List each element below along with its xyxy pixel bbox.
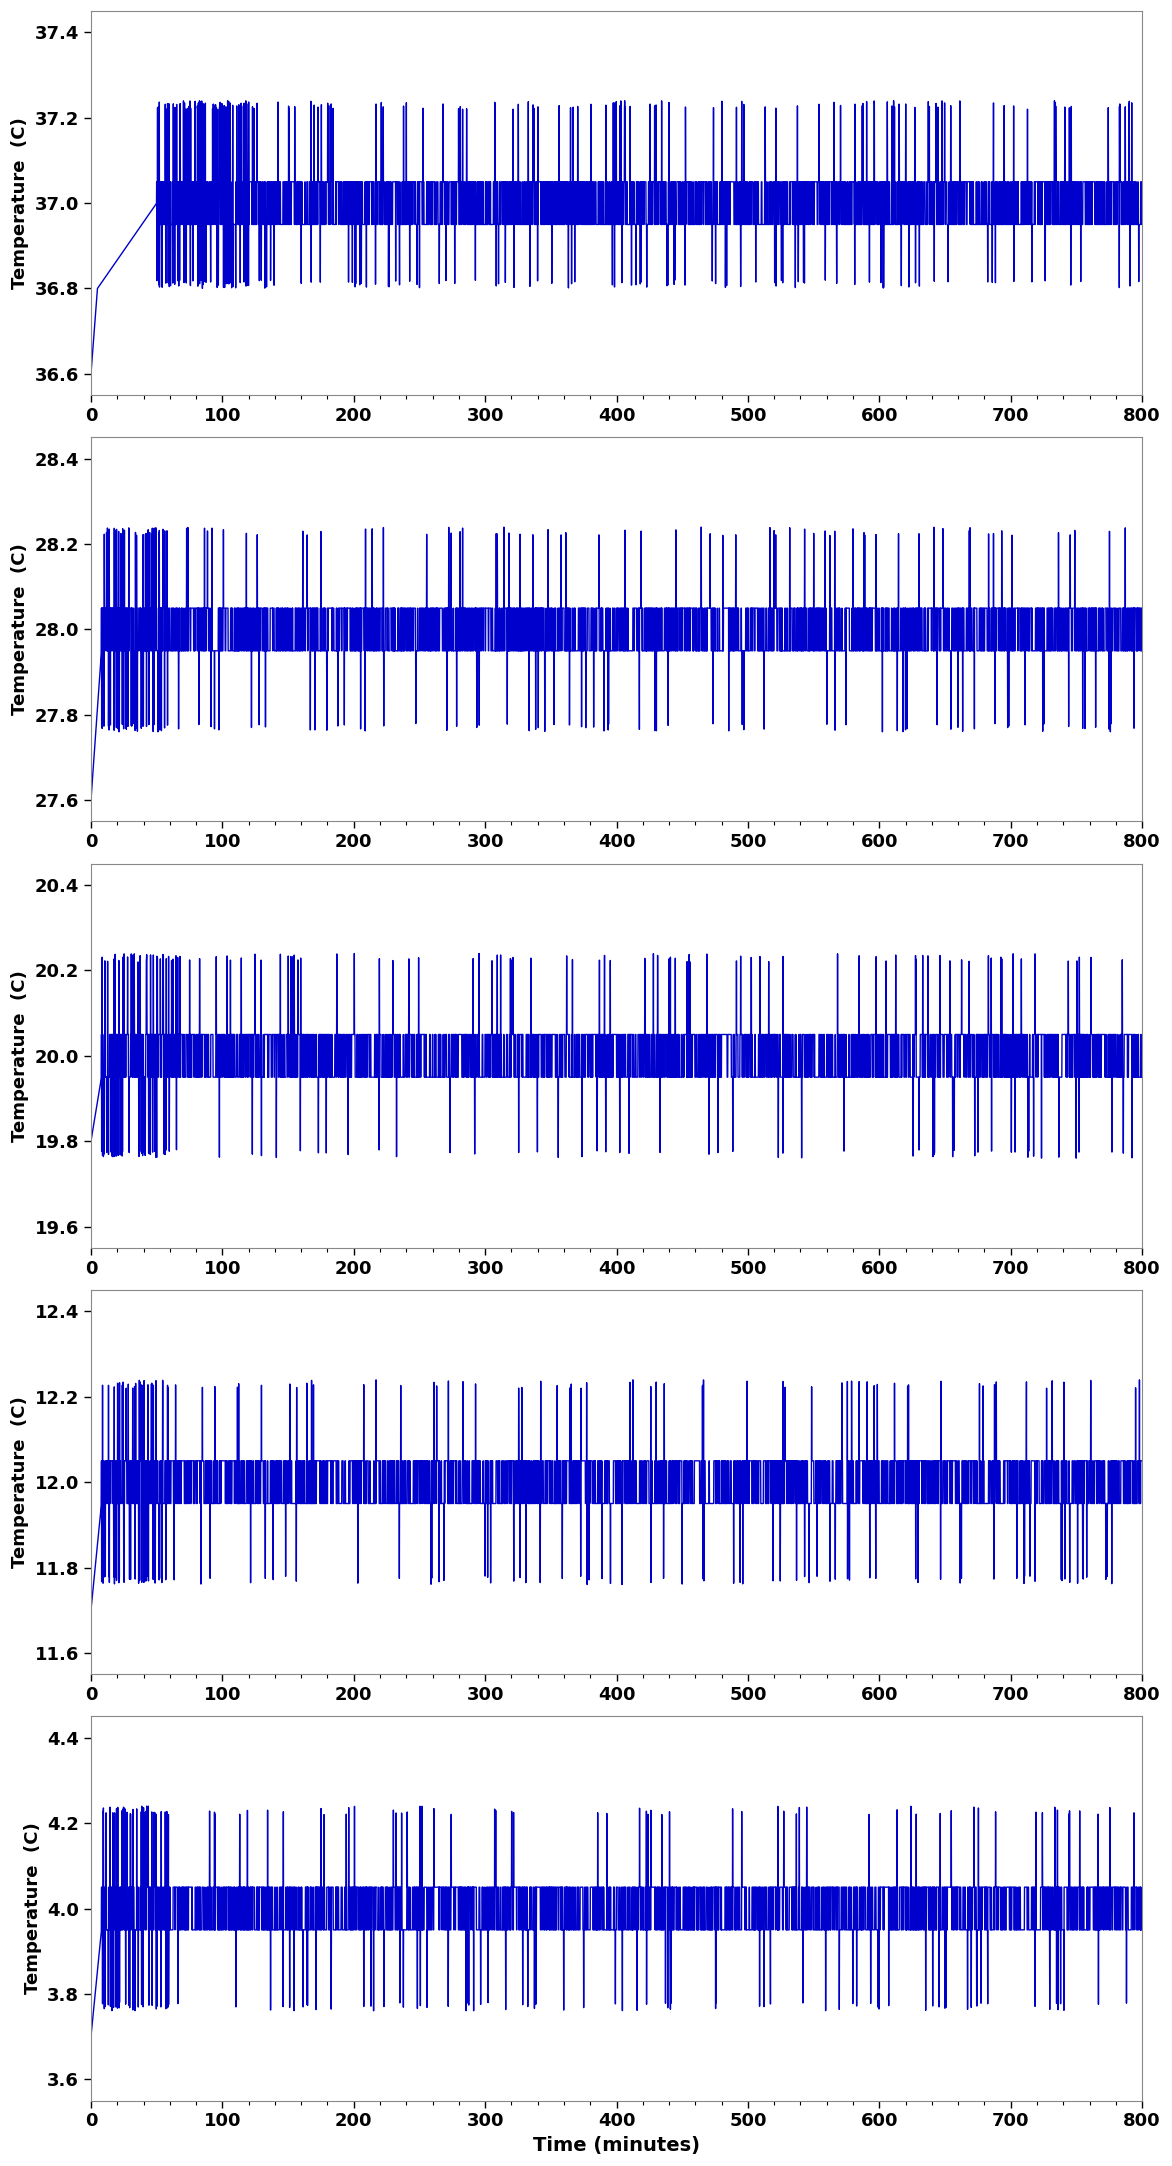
Y-axis label: Temperature  (C): Temperature (C)	[11, 970, 29, 1141]
Y-axis label: Temperature  (C): Temperature (C)	[11, 117, 29, 288]
Y-axis label: Temperature  (C): Temperature (C)	[23, 1822, 42, 1995]
Y-axis label: Temperature  (C): Temperature (C)	[11, 544, 29, 715]
Y-axis label: Temperature  (C): Temperature (C)	[11, 1397, 29, 1568]
X-axis label: Time (minutes): Time (minutes)	[533, 2136, 700, 2155]
